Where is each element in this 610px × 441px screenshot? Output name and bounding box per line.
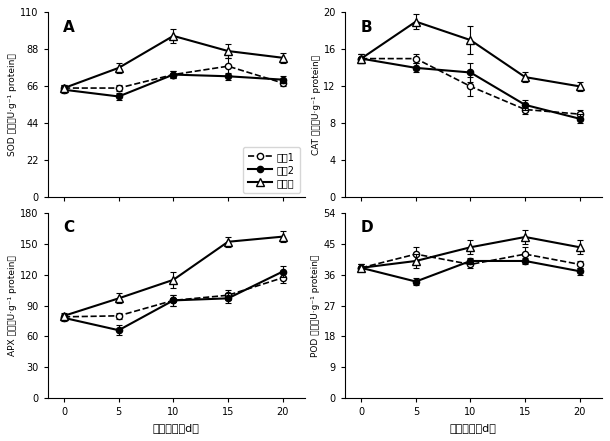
Text: C: C [63,220,74,235]
Legend: 对照1, 对照2, 保鲜剂: 对照1, 对照2, 保鲜剂 [243,147,300,193]
X-axis label: 冷藏时间（d）: 冷藏时间（d） [450,422,497,433]
X-axis label: 冷藏时间（d）: 冷藏时间（d） [152,422,199,433]
Text: D: D [360,220,373,235]
Y-axis label: SOD 活性（U·g⁻¹ protein）: SOD 活性（U·g⁻¹ protein） [9,53,18,156]
Y-axis label: APX 活性（U·g⁻¹ protein）: APX 活性（U·g⁻¹ protein） [9,255,17,356]
Y-axis label: POD 活性（U·g⁻¹ protein）: POD 活性（U·g⁻¹ protein） [312,254,320,357]
Text: B: B [360,20,372,35]
Text: A: A [63,20,75,35]
Y-axis label: CAT 活性（U·g⁻¹ protein）: CAT 活性（U·g⁻¹ protein） [312,55,321,155]
